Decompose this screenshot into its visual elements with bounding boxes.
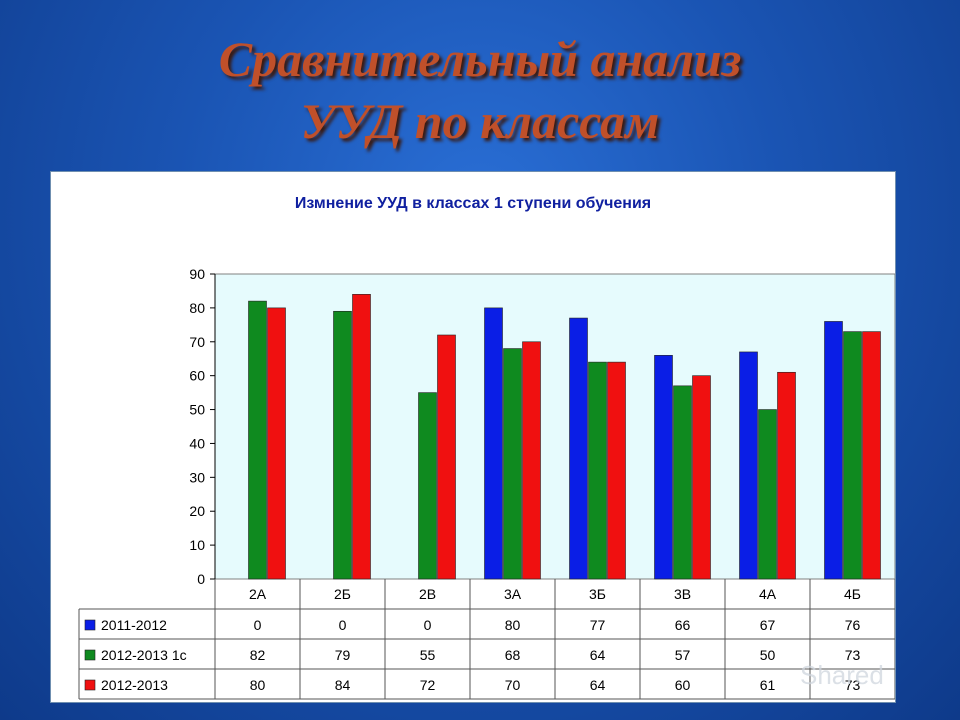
slide-title-line-1: Сравнительный анализ: [218, 31, 742, 87]
table-value: 57: [675, 647, 691, 663]
chart-frame: Измнение УУД в классах 1 ступени обучени…: [50, 171, 896, 703]
bar-3-4: [522, 341, 541, 580]
bar-3-1: [267, 307, 286, 580]
category-label: 2Б: [334, 586, 351, 602]
category-label: 4Б: [844, 586, 861, 602]
legend-label: 2012-2013: [101, 677, 168, 693]
y-tick-label: 80: [189, 300, 205, 316]
legend-swatch: [84, 679, 96, 691]
bar-3-6: [692, 375, 711, 580]
table-value: 0: [339, 617, 347, 633]
table-value: 61: [760, 677, 776, 693]
legend-swatch: [84, 619, 96, 631]
bar-1-4: [484, 307, 503, 580]
slide-title: Сравнительный анализ УУД по классам: [0, 28, 960, 152]
bar-1-8: [824, 321, 843, 580]
table-value: 80: [250, 677, 266, 693]
table-value: 82: [250, 647, 266, 663]
table-value: 79: [335, 647, 351, 663]
y-tick-label: 30: [189, 469, 205, 485]
table-value: 77: [590, 617, 606, 633]
bar-3-7: [777, 371, 796, 580]
table-value: 55: [420, 647, 436, 663]
chart-title: Измнение УУД в классах 1 ступени обучени…: [295, 195, 651, 212]
table-value: 76: [845, 617, 861, 633]
table-value: 84: [335, 677, 351, 693]
bar-2-5: [588, 361, 607, 580]
legend-label: 2012-2013 1с: [101, 647, 187, 663]
table-value: 64: [590, 647, 606, 663]
bar-3-5: [607, 361, 626, 580]
table-value: 67: [760, 617, 776, 633]
y-tick-label: 0: [197, 571, 205, 587]
table-value: 68: [505, 647, 521, 663]
bar-1-5: [569, 317, 588, 580]
bar-2-2: [333, 310, 352, 580]
table-value: 0: [254, 617, 262, 633]
category-label: 4А: [759, 586, 777, 602]
category-label: 2В: [419, 586, 436, 602]
table-value: 70: [505, 677, 521, 693]
watermark-text: Shared: [800, 660, 884, 690]
bar-3-2: [352, 294, 371, 580]
table-value: 64: [590, 677, 606, 693]
table-value: 66: [675, 617, 691, 633]
bar-1-7: [739, 351, 758, 580]
bar-2-8: [843, 331, 862, 580]
table-value: 73: [845, 677, 861, 693]
category-label: 3А: [504, 586, 522, 602]
bar-chart: Измнение УУД в классах 1 ступени обучени…: [78, 195, 895, 700]
y-tick-label: 40: [189, 435, 205, 451]
legend-label: 2011-2012: [101, 617, 167, 633]
y-tick-label: 10: [189, 537, 205, 553]
table-value: 0: [424, 617, 432, 633]
y-tick-label: 90: [189, 266, 205, 282]
category-label: 3Б: [589, 586, 606, 602]
category-label: 3В: [674, 586, 691, 602]
y-tick-label: 20: [189, 503, 205, 519]
bar-1-6: [654, 355, 673, 580]
table-value: 80: [505, 617, 521, 633]
y-tick-label: 50: [189, 402, 205, 418]
y-tick-label: 70: [189, 334, 205, 350]
table-value: 72: [420, 677, 436, 693]
bar-2-3: [418, 392, 437, 580]
slide-title-line-2: УУД по классам: [300, 93, 660, 149]
bar-2-4: [503, 348, 522, 580]
bar-2-6: [673, 385, 692, 580]
bar-2-1: [248, 300, 267, 580]
bar-3-3: [437, 334, 456, 580]
y-tick-label: 60: [189, 368, 205, 384]
table-value: 50: [760, 647, 776, 663]
bar-3-8: [862, 331, 881, 580]
table-value: 60: [675, 677, 691, 693]
bar-2-7: [758, 409, 777, 580]
legend-swatch: [84, 649, 96, 661]
category-label: 2А: [249, 586, 267, 602]
table-value: 73: [845, 647, 861, 663]
